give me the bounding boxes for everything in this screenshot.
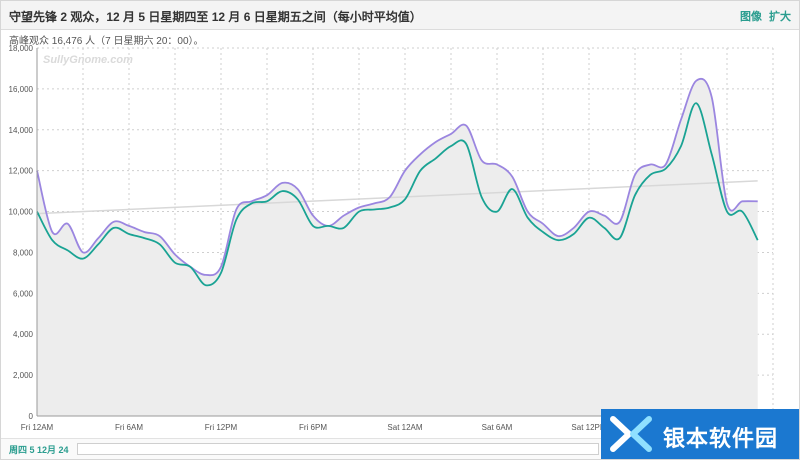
image-link[interactable]: 图像 <box>739 11 762 23</box>
range-scrollbar[interactable] <box>77 443 599 455</box>
y-tick-label: 2,000 <box>13 371 34 380</box>
x-tick-label: Fri 12PM <box>205 423 238 432</box>
y-tick-label: 0 <box>29 412 34 421</box>
x-tick-label: Sat 12AM <box>387 423 422 432</box>
header-links: 图像 扩大 <box>736 8 791 24</box>
y-tick-label: 16,000 <box>9 85 34 94</box>
series-line-teal <box>36 102 759 287</box>
y-tick-label: 10,000 <box>9 208 34 217</box>
site-watermark: 银本软件园 <box>601 409 799 459</box>
y-tick-label: 8,000 <box>13 248 34 257</box>
range-tab[interactable]: 周四 5 12月 24 <box>9 445 69 455</box>
panel-header: 守望先锋 2 观众，12 月 5 日星期四至 12 月 6 日星期五之间（每小时… <box>1 1 799 30</box>
site-logo-icon <box>610 416 652 452</box>
y-tick-label: 6,000 <box>13 289 34 298</box>
peak-viewers-text: 高峰观众 16,476 人（7 日星期六 20：00）。 <box>9 36 204 47</box>
trend-line <box>36 180 758 215</box>
y-tick-label: 18,000 <box>9 45 34 53</box>
line-chart: 0 2,000 4,000 6,000 8,000 10,000 12,000 14,000 1… <box>9 44 774 432</box>
y-tick-label: 12,000 <box>9 167 34 176</box>
x-tick-label: Fri 6PM <box>299 423 327 432</box>
chart-title: 守望先锋 2 观众，12 月 5 日星期四至 12 月 6 日星期五之间（每小时… <box>9 10 422 24</box>
y-tick-label: 14,000 <box>9 126 34 135</box>
expand-link[interactable]: 扩大 <box>769 11 791 23</box>
chart-area: 0 2,000 4,000 6,000 8,000 10,000 12,000 14,000 1… <box>1 44 799 437</box>
x-tick-label: Fri 12AM <box>21 423 54 432</box>
y-tick-label: 4,000 <box>13 330 34 339</box>
sullygnome-watermark: SullyGnome.com <box>43 54 133 66</box>
x-tick-label: Sat 6AM <box>482 423 513 432</box>
x-tick-label: Fri 6AM <box>115 423 143 432</box>
x-tick-label: Sat 12PM <box>571 423 606 432</box>
site-watermark-text: 银本软件园 <box>663 426 779 451</box>
chart-footer: 周四 5 12月 24 <box>1 438 799 459</box>
series-line-purple <box>36 77 758 277</box>
series-area <box>37 78 758 416</box>
